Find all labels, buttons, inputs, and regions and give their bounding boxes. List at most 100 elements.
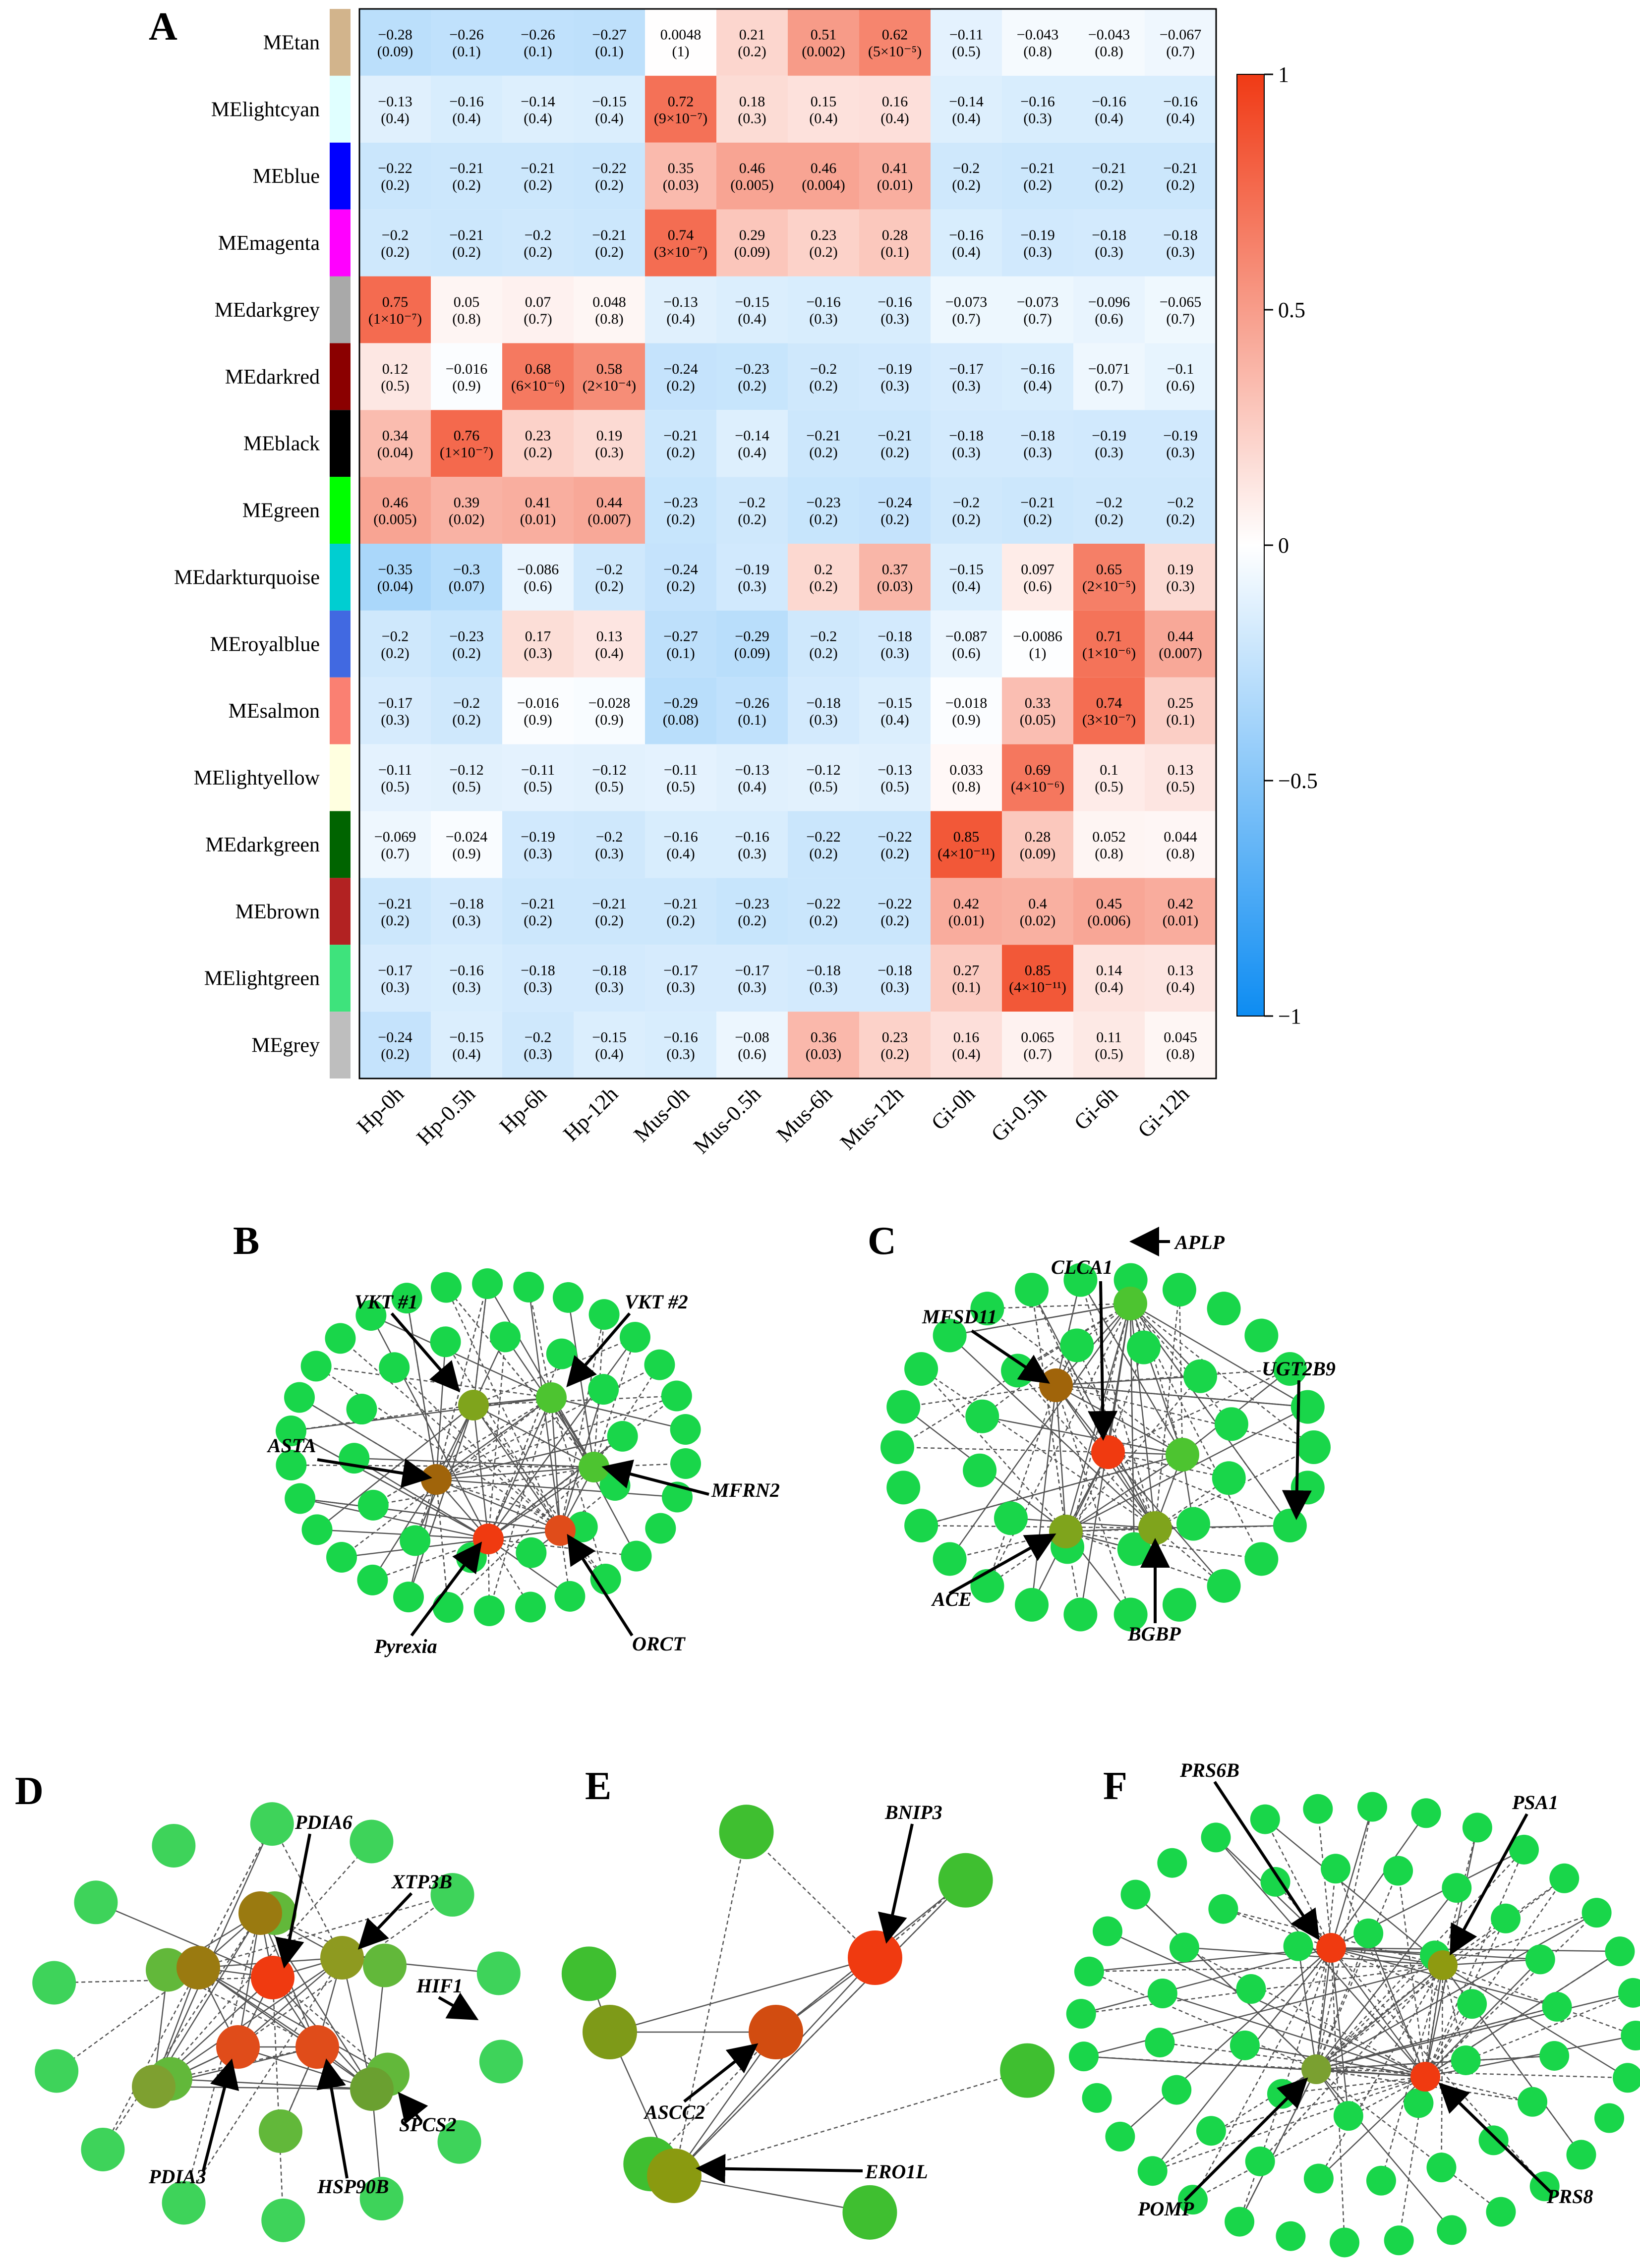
heatmap-cell	[716, 610, 788, 678]
cell-pvalue-label: (0.3)	[1166, 445, 1194, 461]
heatmap-cell	[716, 142, 788, 210]
cell-pvalue-label: (0.1)	[595, 43, 623, 59]
cell-pvalue-label: (0.4)	[666, 311, 695, 327]
heatmap-cell	[431, 477, 502, 544]
cell-pvalue-label: (0.3)	[880, 378, 909, 394]
network-edge	[1315, 1933, 1369, 2070]
network-node	[886, 1471, 921, 1505]
heatmap-cell	[859, 343, 931, 410]
heatmap-cell	[359, 1012, 431, 1078]
heatmap-cell	[1002, 1012, 1073, 1078]
network-edge	[291, 1397, 552, 1432]
cell-correlation-label: −0.22	[806, 829, 840, 845]
cell-pvalue-label: (1×10⁻⁷)	[440, 445, 493, 461]
cell-correlation-label: −0.21	[1020, 495, 1054, 511]
heatmap-cell	[359, 343, 431, 410]
row-label: MEdarkturquoise	[174, 566, 320, 589]
cell-pvalue-label: (0.4)	[452, 110, 480, 126]
cell-correlation-label: 0.34	[382, 428, 409, 444]
heatmap-cell	[1073, 209, 1145, 277]
heatmap-cell	[1002, 945, 1073, 1012]
heatmap-cell	[716, 477, 788, 544]
cell-correlation-label: −0.21	[378, 896, 412, 912]
cell-pvalue-label: (0.09)	[734, 645, 770, 661]
heatmap-cell	[502, 276, 574, 343]
heatmap-cell	[931, 477, 1002, 544]
network-edge	[921, 1368, 1156, 1529]
network-node	[1462, 1813, 1492, 1843]
gene-label-ascc2: ASCC2	[643, 2101, 705, 2123]
network-edge	[921, 1368, 1066, 1532]
gene-label-vkt1: VKT #1	[354, 1291, 418, 1313]
cell-correlation-label: −0.016	[446, 361, 487, 377]
cell-pvalue-label: (0.3)	[738, 846, 766, 862]
heatmap-cell	[645, 142, 716, 210]
cell-pvalue-label: (0.5)	[595, 779, 623, 795]
cell-pvalue-label: (0.9)	[524, 712, 552, 728]
network-edge	[528, 1287, 552, 1398]
cell-pvalue-label: (0.3)	[1023, 244, 1052, 260]
network-node	[719, 1805, 774, 1860]
network-node	[1196, 2116, 1226, 2146]
cell-pvalue-label: (0.1)	[880, 244, 909, 260]
network-node	[1366, 2165, 1396, 2196]
heatmap-cell	[574, 477, 645, 544]
cell-pvalue-label: (0.7)	[381, 846, 409, 862]
cell-correlation-label: 0.76	[454, 428, 480, 444]
network-node	[516, 1537, 547, 1568]
cell-pvalue-label: (0.3)	[952, 445, 980, 461]
heatmap-cell	[1002, 610, 1073, 678]
cell-correlation-label: 0.58	[596, 361, 623, 377]
gene-label-xtp3b: XTP3B	[391, 1871, 452, 1893]
network-edge	[487, 1337, 636, 1539]
cell-pvalue-label: (0.2)	[1023, 177, 1052, 193]
cell-correlation-label: −0.21	[1163, 160, 1197, 176]
cell-correlation-label: 0.15	[811, 93, 837, 110]
heatmap-cell	[1145, 209, 1216, 277]
heatmap-cell	[1002, 343, 1073, 410]
cell-correlation-label: 0.39	[454, 495, 480, 511]
heatmap-cell	[645, 811, 716, 878]
module-color-MEdarkgreen	[330, 811, 351, 878]
network-node	[1162, 1588, 1196, 1622]
cell-pvalue-label: (0.3)	[738, 578, 766, 594]
cell-correlation-label: 0.0048	[660, 26, 702, 43]
cell-correlation-label: −0.18	[1163, 227, 1197, 243]
cell-pvalue-label: (0.2)	[595, 578, 623, 594]
cell-correlation-label: −0.16	[735, 829, 769, 845]
cell-correlation-label: −0.22	[878, 829, 912, 845]
network-edge	[272, 1977, 284, 2220]
cell-correlation-label: −0.18	[592, 963, 626, 979]
heatmap-cell	[859, 677, 931, 744]
network-edge	[198, 1967, 388, 2075]
network-node	[1147, 1979, 1177, 2009]
cell-pvalue-label: (0.4)	[738, 445, 766, 461]
heatmap-cell	[931, 677, 1002, 744]
cell-pvalue-label: (0.2)	[880, 912, 909, 929]
network-edge	[291, 1430, 489, 1540]
heatmap-cell	[645, 945, 716, 1012]
gene-label-psa1: PSA1	[1512, 1791, 1558, 1814]
cell-pvalue-label: (0.2)	[452, 645, 480, 661]
network-edge	[746, 1831, 876, 1958]
cell-pvalue-label: (0.04)	[377, 445, 413, 461]
cell-pvalue-label: (0.3)	[1095, 244, 1123, 260]
heatmap-cell	[859, 945, 931, 1012]
cell-correlation-label: −0.15	[735, 294, 769, 310]
heatmap-cell	[645, 878, 716, 945]
cell-pvalue-label: (0.3)	[738, 110, 766, 126]
cell-pvalue-label: (0.2)	[595, 244, 623, 260]
heatmap-cell	[1145, 9, 1216, 76]
column-label: Gi-0.5h	[986, 1081, 1051, 1146]
cell-pvalue-label: (0.2)	[952, 511, 980, 528]
cell-correlation-label: 0.46	[811, 160, 837, 176]
gene-label-bnip3: BNIP3	[884, 1801, 942, 1823]
cell-pvalue-label: (0.3)	[1023, 445, 1052, 461]
network-edge	[340, 1338, 561, 1531]
heatmap-cell	[931, 209, 1002, 277]
module-color-MEroyalblue	[330, 610, 351, 678]
row-label: MEroyalblue	[210, 633, 320, 656]
cell-pvalue-label: (0.01)	[948, 912, 984, 929]
cell-correlation-label: −0.21	[592, 227, 626, 243]
cell-pvalue-label: (0.9)	[452, 378, 480, 394]
